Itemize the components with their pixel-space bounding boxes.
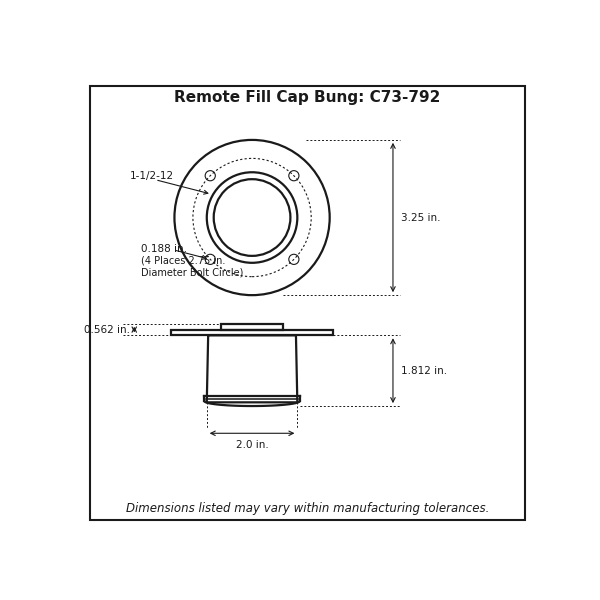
Bar — [171, 330, 333, 335]
Text: Dimensions listed may vary within manufacturing tolerances.: Dimensions listed may vary within manufa… — [126, 502, 489, 515]
Text: 2.0 in.: 2.0 in. — [236, 440, 268, 450]
Text: 3.25 in.: 3.25 in. — [401, 212, 441, 223]
Bar — [221, 324, 283, 330]
Text: Remote Fill Cap Bung: C73-792: Remote Fill Cap Bung: C73-792 — [175, 90, 440, 105]
Text: (4 Places 2.75 in.
Diameter Bolt Circle): (4 Places 2.75 in. Diameter Bolt Circle) — [141, 256, 244, 277]
Text: 0.188 in.: 0.188 in. — [141, 244, 187, 254]
Text: 0.562 in.: 0.562 in. — [83, 325, 130, 335]
Text: 1-1/2-12: 1-1/2-12 — [130, 171, 174, 181]
Text: 1.812 in.: 1.812 in. — [401, 365, 448, 376]
